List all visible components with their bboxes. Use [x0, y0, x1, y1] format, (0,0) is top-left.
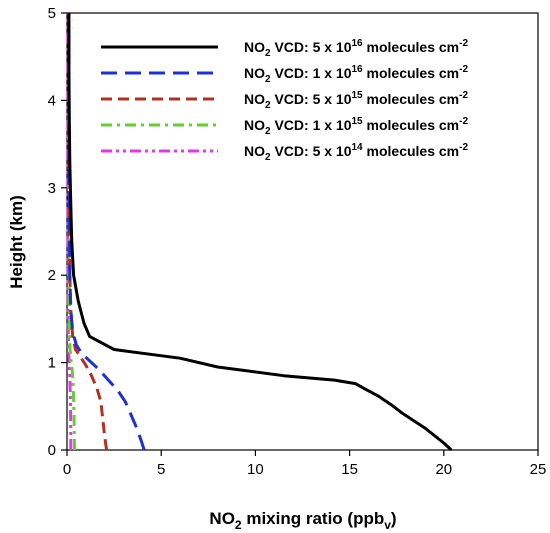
legend-label-2: NO2 VCD: 1 x 1016 molecules cm-2: [244, 64, 468, 85]
y-axis-title: Height (km): [7, 195, 26, 289]
legend-label-4: NO2 VCD: 1 x 1015 molecules cm-2: [244, 116, 468, 137]
legend-label-1: NO2 VCD: 5 x 1016 molecules cm-2: [244, 38, 468, 59]
x-axis-title-unit-sub: v: [384, 518, 391, 532]
x-axis-title-close: ): [391, 509, 397, 528]
series-line-2: [67, 13, 146, 451]
series-line-3: [67, 13, 109, 451]
legend-label-3: NO2 VCD: 5 x 1015 molecules cm-2: [244, 90, 468, 111]
x-tick-label: 25: [530, 461, 547, 478]
x-tick-label: 15: [341, 461, 358, 478]
x-tick-label: 20: [435, 461, 452, 478]
x-axis-ticks: 0 5 10 15 20 25: [63, 450, 547, 478]
series-layer: [66, 13, 453, 452]
y-axis-ticks: 0 1 2 3 4 5: [48, 5, 67, 459]
x-tick-label: 0: [63, 461, 71, 478]
series-line-1: [67, 13, 453, 452]
x-axis-title: NO2 mixing ratio (ppbv): [209, 509, 396, 532]
y-tick-label: 4: [48, 92, 56, 109]
legend: NO2 VCD: 5 x 1016 molecules cm-2 NO2 VCD:…: [101, 38, 468, 163]
y-tick-label: 2: [48, 267, 56, 284]
y-tick-label: 3: [48, 180, 56, 197]
y-tick-label: 1: [48, 355, 56, 372]
legend-label-5: NO2 VCD: 5 x 1014 molecules cm-2: [244, 142, 468, 163]
y-tick-label: 0: [48, 442, 56, 459]
x-axis-title-rest: mixing ratio (ppb: [242, 509, 385, 528]
y-tick-label: 5: [48, 5, 56, 22]
x-tick-label: 5: [157, 461, 165, 478]
x-tick-label: 10: [247, 461, 264, 478]
x-axis-title-sub: 2: [235, 518, 242, 532]
x-axis-title-base: NO: [209, 509, 235, 528]
